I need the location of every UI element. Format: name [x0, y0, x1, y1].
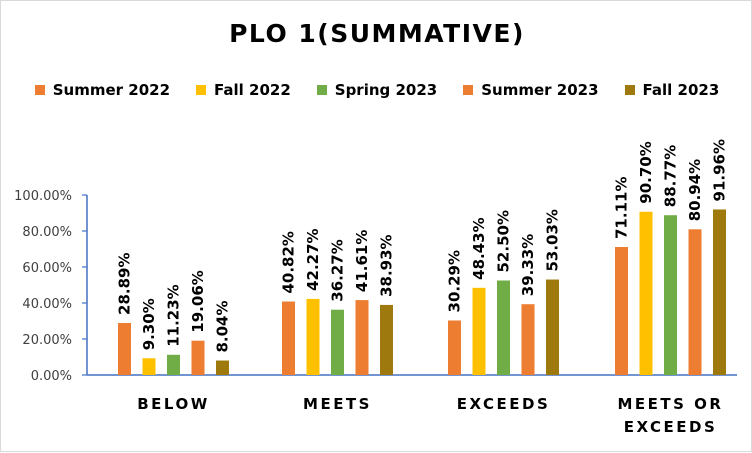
- y-tick-label: 0.00%: [31, 369, 72, 384]
- legend-swatch: [196, 85, 207, 95]
- bar: [118, 322, 131, 375]
- data-label: 9.30%: [140, 298, 158, 350]
- bar: [191, 340, 205, 375]
- data-label: 40.82%: [280, 231, 298, 293]
- data-label: 42.27%: [304, 228, 322, 290]
- data-label: 41.61%: [353, 230, 371, 292]
- bar: [142, 358, 156, 375]
- bar: [167, 354, 180, 375]
- chart-title: PLO 1(SUMMATIVE): [229, 19, 525, 48]
- bar: [448, 320, 461, 375]
- data-label: 88.77%: [662, 145, 680, 207]
- bar: [306, 298, 320, 375]
- data-label: 91.96%: [711, 139, 729, 201]
- data-label: 71.11%: [613, 177, 631, 239]
- category-label: MEETS OR: [618, 395, 724, 413]
- legend-item: Spring 2023: [316, 81, 438, 99]
- y-tick-label: 100.00%: [14, 189, 72, 204]
- legend-label: Summer 2022: [52, 81, 171, 99]
- data-label: 28.89%: [116, 253, 134, 315]
- data-label: 38.93%: [378, 234, 396, 296]
- bar: [615, 247, 628, 375]
- y-tick-label: 60.00%: [22, 261, 72, 276]
- data-label: 39.33%: [519, 234, 537, 296]
- category-label: MEETS: [303, 395, 372, 413]
- data-label: 80.94%: [686, 159, 704, 221]
- bar: [713, 209, 726, 375]
- legend-item: Summer 2022: [34, 81, 171, 99]
- legend-swatch: [34, 85, 45, 95]
- legend-item: Fall 2023: [624, 81, 720, 99]
- data-label: 53.03%: [544, 209, 562, 271]
- legend-swatch: [624, 85, 635, 95]
- bar: [472, 287, 486, 375]
- y-tick-label: 80.00%: [22, 225, 72, 240]
- legend-label: Summer 2023: [481, 81, 599, 99]
- legend-label: Fall 2023: [642, 81, 720, 99]
- bar: [639, 211, 653, 375]
- y-tick-label: 40.00%: [22, 297, 72, 312]
- legend-item: Summer 2023: [463, 81, 599, 99]
- category-label: EXCEEDS: [457, 395, 551, 413]
- data-label: 48.43%: [470, 217, 488, 279]
- data-label: 52.50%: [495, 210, 513, 272]
- bar: [282, 301, 295, 375]
- legend-swatch: [463, 85, 474, 95]
- bar: [355, 300, 369, 375]
- legend-label: Spring 2023: [334, 81, 438, 99]
- legend-label: Fall 2022: [214, 81, 291, 99]
- bar: [664, 215, 677, 375]
- chart-legend: Summer 2022 Fall 2022 Spring 2023 Summer 20…: [1, 81, 752, 99]
- bar: [688, 229, 702, 375]
- data-label: 11.23%: [165, 284, 183, 346]
- bar: [521, 304, 535, 375]
- bar: [546, 279, 559, 375]
- legend-swatch: [316, 85, 327, 95]
- bar: [497, 280, 510, 375]
- category-label: BELOW: [137, 395, 210, 413]
- bar: [216, 360, 229, 375]
- data-label: 19.06%: [189, 270, 207, 332]
- data-label: 90.70%: [637, 141, 655, 203]
- bar: [380, 304, 393, 375]
- data-label: 8.04%: [214, 300, 232, 352]
- data-label: 36.27%: [329, 239, 347, 301]
- y-tick-label: 20.00%: [22, 333, 72, 348]
- category-label: EXCEEDS: [624, 418, 718, 436]
- legend-item: Fall 2022: [196, 81, 291, 99]
- bar: [331, 309, 344, 375]
- data-label: 30.29%: [446, 250, 464, 312]
